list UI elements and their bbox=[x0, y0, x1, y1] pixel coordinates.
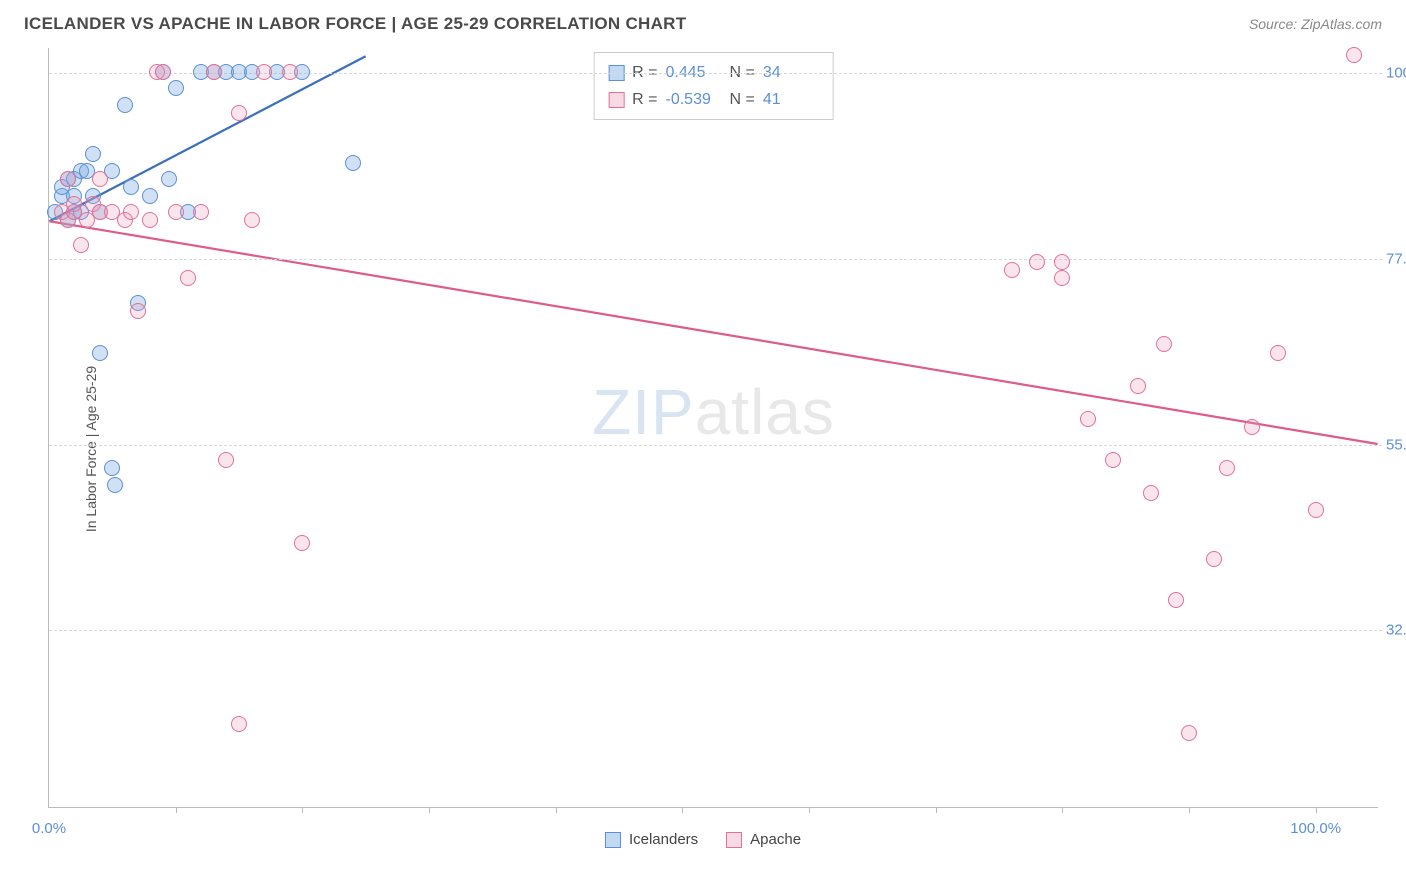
data-point bbox=[66, 196, 82, 212]
data-point bbox=[1168, 592, 1184, 608]
data-point bbox=[218, 452, 234, 468]
data-point bbox=[60, 171, 76, 187]
data-point bbox=[155, 64, 171, 80]
legend-row: R = -0.539 N = 41 bbox=[608, 86, 819, 113]
watermark: ZIPatlas bbox=[592, 375, 835, 449]
data-point bbox=[123, 204, 139, 220]
data-point bbox=[1156, 336, 1172, 352]
series-legend: Icelanders Apache bbox=[605, 831, 801, 848]
data-point bbox=[92, 171, 108, 187]
data-point bbox=[1219, 460, 1235, 476]
data-point bbox=[1346, 47, 1362, 63]
chart-source: Source: ZipAtlas.com bbox=[1249, 16, 1382, 32]
y-tick-label: 100.0% bbox=[1386, 64, 1406, 81]
data-point bbox=[168, 204, 184, 220]
x-tick-label: 100.0% bbox=[1290, 820, 1341, 837]
correlation-legend: R =0.445N =34R =-0.539N =41 bbox=[593, 52, 834, 120]
data-point bbox=[1004, 262, 1020, 278]
data-point bbox=[1181, 725, 1197, 741]
data-point bbox=[1143, 485, 1159, 501]
x-tick bbox=[429, 807, 430, 813]
data-point bbox=[193, 204, 209, 220]
data-point bbox=[1308, 502, 1324, 518]
data-point bbox=[256, 64, 272, 80]
x-tick bbox=[1316, 807, 1317, 813]
series-name: Apache bbox=[750, 831, 801, 848]
data-point bbox=[85, 146, 101, 162]
n-label: N = bbox=[730, 86, 755, 113]
series-name: Icelanders bbox=[629, 831, 698, 848]
data-point bbox=[1244, 419, 1260, 435]
x-tick bbox=[936, 807, 937, 813]
y-tick-label: 32.5% bbox=[1386, 622, 1406, 639]
r-label: R = bbox=[632, 86, 657, 113]
gridline bbox=[49, 630, 1382, 631]
data-point bbox=[107, 477, 123, 493]
data-point bbox=[1029, 254, 1045, 270]
data-point bbox=[231, 105, 247, 121]
y-tick-label: 55.0% bbox=[1386, 436, 1406, 453]
data-point bbox=[1054, 254, 1070, 270]
data-point bbox=[1105, 452, 1121, 468]
watermark-zip: ZIP bbox=[592, 376, 695, 448]
data-point bbox=[294, 535, 310, 551]
n-value: 41 bbox=[763, 86, 819, 113]
r-value: -0.539 bbox=[666, 86, 722, 113]
x-tick bbox=[682, 807, 683, 813]
data-point bbox=[92, 345, 108, 361]
plot-region: ZIPatlas R =0.445N =34R =-0.539N =41 32.… bbox=[48, 48, 1378, 808]
data-point bbox=[244, 212, 260, 228]
data-point bbox=[117, 97, 133, 113]
y-tick-label: 77.5% bbox=[1386, 250, 1406, 267]
legend-swatch bbox=[726, 832, 742, 848]
series-legend-item: Apache bbox=[726, 831, 801, 848]
data-point bbox=[345, 155, 361, 171]
data-point bbox=[206, 64, 222, 80]
chart-area: In Labor Force | Age 25-29 ZIPatlas R =0… bbox=[0, 44, 1406, 854]
x-tick bbox=[1062, 807, 1063, 813]
data-point bbox=[1054, 270, 1070, 286]
data-point bbox=[123, 179, 139, 195]
chart-header: ICELANDER VS APACHE IN LABOR FORCE | AGE… bbox=[0, 0, 1406, 44]
legend-swatch bbox=[608, 92, 624, 108]
data-point bbox=[104, 460, 120, 476]
series-legend-item: Icelanders bbox=[605, 831, 698, 848]
data-point bbox=[142, 188, 158, 204]
data-point bbox=[1270, 345, 1286, 361]
legend-swatch bbox=[605, 832, 621, 848]
data-point bbox=[1130, 378, 1146, 394]
chart-title: ICELANDER VS APACHE IN LABOR FORCE | AGE… bbox=[24, 14, 686, 34]
data-point bbox=[180, 270, 196, 286]
data-point bbox=[231, 716, 247, 732]
data-point bbox=[130, 303, 146, 319]
data-point bbox=[1206, 551, 1222, 567]
x-tick bbox=[556, 807, 557, 813]
x-tick bbox=[302, 807, 303, 813]
data-point bbox=[1080, 411, 1096, 427]
gridline bbox=[49, 445, 1382, 446]
x-tick bbox=[176, 807, 177, 813]
gridline bbox=[49, 259, 1382, 260]
data-point bbox=[161, 171, 177, 187]
data-point bbox=[168, 80, 184, 96]
data-point bbox=[142, 212, 158, 228]
x-tick bbox=[1189, 807, 1190, 813]
x-tick-label: 0.0% bbox=[32, 820, 66, 837]
data-point bbox=[73, 237, 89, 253]
x-tick bbox=[809, 807, 810, 813]
trend-lines bbox=[49, 48, 1378, 807]
watermark-atlas: atlas bbox=[695, 376, 835, 448]
data-point bbox=[282, 64, 298, 80]
